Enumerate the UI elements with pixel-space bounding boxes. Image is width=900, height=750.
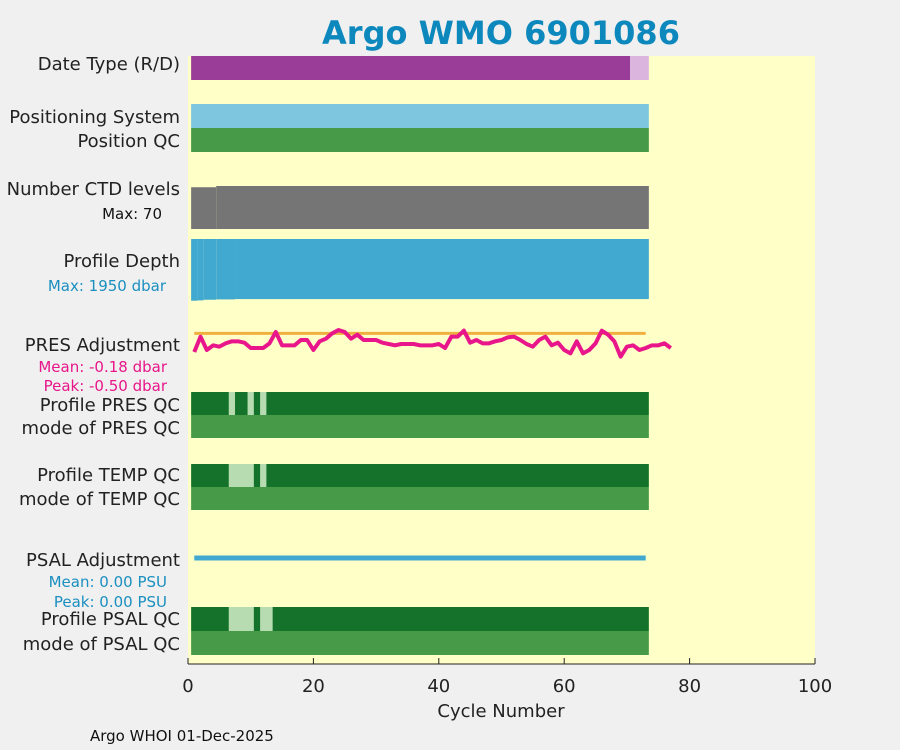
- profile-depth-bar-2: [203, 239, 217, 300]
- profile-psal-qc-flag-0: [228, 607, 254, 631]
- row-label-mode-psal-qc: mode of PSAL QC: [23, 634, 180, 655]
- row-label-ctd-levels: Number CTD levels: [7, 179, 180, 200]
- x-tick-label: 0: [182, 676, 193, 697]
- pres-mean-label: Mean: -0.18 dbar: [38, 358, 168, 376]
- row-label-mode-pres-qc: mode of PRES QC: [22, 418, 180, 439]
- profile-temp-qc-bar: [191, 464, 649, 487]
- profile-psal-qc-flag-1: [260, 607, 273, 631]
- plot-area: [188, 56, 815, 664]
- row-label-position-qc: Position QC: [77, 131, 180, 152]
- row-label-positioning-system: Positioning System: [9, 107, 180, 128]
- x-axis: 0 20 40 60 80 100: [182, 658, 832, 697]
- row-label-profile-temp-qc: Profile TEMP QC: [37, 465, 180, 486]
- date-type-segment-0: [191, 56, 631, 80]
- mode-psal-qc-bar: [191, 631, 649, 655]
- x-tick-label: 40: [427, 676, 450, 697]
- psal-mean-label: Mean: 0.00 PSU: [49, 573, 167, 591]
- data-bars: [191, 56, 649, 655]
- x-axis-label: Cycle Number: [437, 701, 565, 722]
- x-tick-label: 80: [678, 676, 701, 697]
- pres-adjustment-line: [192, 328, 672, 359]
- x-tick-label: 100: [798, 676, 832, 697]
- profile-temp-qc-flag-0: [228, 464, 254, 487]
- row-label-profile-pres-qc: Profile PRES QC: [40, 395, 180, 416]
- x-tick-label: 60: [553, 676, 576, 697]
- profile-psal-qc-bar: [191, 607, 649, 631]
- date-type-segment-1: [630, 56, 649, 80]
- positioning-system-segment-0: [191, 104, 649, 128]
- mode-pres-qc-bar: [191, 415, 649, 438]
- profile-depth-bar-1: [197, 239, 204, 301]
- row-label-profile-depth: Profile Depth: [63, 251, 180, 272]
- row-label-date-type: Date Type (R/D): [38, 54, 180, 75]
- position-qc-segment-0: [191, 128, 649, 152]
- pres-peak-label: Peak: -0.50 dbar: [44, 377, 168, 395]
- ctd-levels-bar-0: [191, 187, 217, 229]
- profile-depth-bar-0: [191, 239, 198, 301]
- row-label-pres-adjustment: PRES Adjustment: [25, 335, 180, 356]
- footer-text: Argo WHOI 01-Dec-2025: [90, 727, 274, 745]
- row-label-mode-temp-qc: mode of TEMP QC: [19, 489, 180, 510]
- profile-depth-bar-3: [216, 239, 236, 300]
- profile-pres-qc-flag-2: [260, 392, 267, 415]
- data-lines: [192, 328, 672, 561]
- mode-temp-qc-bar: [191, 487, 649, 510]
- profile-pres-qc-flag-0: [228, 392, 236, 415]
- row-label-psal-adjustment: PSAL Adjustment: [26, 550, 180, 571]
- row-label-profile-psal-qc: Profile PSAL QC: [41, 609, 180, 630]
- x-tick-label: 20: [302, 676, 325, 697]
- chart-title: Argo WMO 6901086: [322, 14, 680, 52]
- psal-peak-label: Peak: 0.00 PSU: [54, 593, 167, 611]
- profile-depth-bar-4: [235, 239, 649, 300]
- depth-max-label: Max: 1950 dbar: [48, 277, 167, 295]
- ctd-max-label: Max: 70: [102, 205, 162, 223]
- profile-pres-qc-bar: [191, 392, 649, 415]
- ctd-levels-bar-1: [216, 186, 649, 229]
- profile-temp-qc-flag-1: [260, 464, 267, 487]
- profile-pres-qc-flag-1: [247, 392, 254, 415]
